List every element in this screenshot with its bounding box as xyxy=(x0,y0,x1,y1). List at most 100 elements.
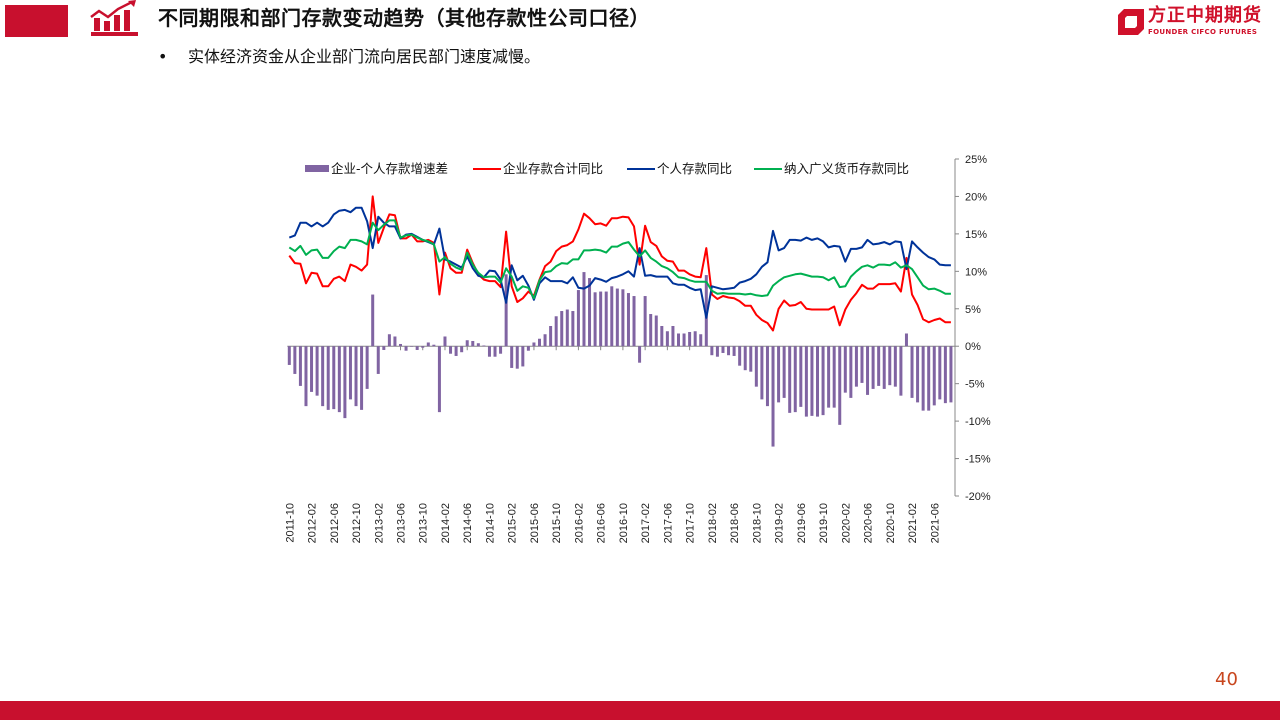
x-tick-label: 2013-06 xyxy=(396,503,408,543)
bar xyxy=(315,346,319,396)
bar xyxy=(576,290,580,347)
bar xyxy=(793,346,797,413)
bar xyxy=(832,346,836,408)
bar xyxy=(404,346,408,351)
bar xyxy=(632,296,636,347)
bar xyxy=(871,346,875,389)
bar xyxy=(482,345,486,347)
x-tick-label: 2014-06 xyxy=(462,503,474,543)
x-tick-label: 2012-06 xyxy=(329,503,341,543)
bar xyxy=(465,340,469,347)
x-tick-label: 2021-02 xyxy=(907,503,919,543)
bar xyxy=(932,346,936,406)
x-tick-label: 2020-10 xyxy=(885,503,897,543)
bar xyxy=(565,309,569,347)
bar xyxy=(827,346,831,408)
bar xyxy=(649,314,653,347)
bar xyxy=(715,346,719,357)
bar xyxy=(443,336,447,347)
bar xyxy=(921,346,925,411)
header-red-block xyxy=(5,5,68,37)
bar xyxy=(393,336,397,347)
bar xyxy=(727,346,731,356)
bar xyxy=(910,346,914,398)
bar xyxy=(348,346,352,400)
x-tick-label: 2019-10 xyxy=(818,503,830,543)
bullet-point: • 实体经济资金从企业部门流向居民部门速度减慢。 xyxy=(158,47,540,67)
bar xyxy=(326,346,330,410)
bar xyxy=(843,346,847,393)
bar xyxy=(287,346,291,365)
bar xyxy=(671,326,675,347)
bar xyxy=(310,346,314,392)
bar xyxy=(943,346,947,404)
bar xyxy=(821,346,825,416)
bar xyxy=(432,344,436,347)
bar xyxy=(454,346,458,356)
x-tick-label: 2016-10 xyxy=(618,503,630,543)
bar xyxy=(699,334,703,347)
bar xyxy=(493,346,497,357)
bar xyxy=(515,346,519,369)
bar xyxy=(426,342,430,347)
y-tick-label: 25% xyxy=(965,154,987,166)
bar xyxy=(893,346,897,387)
bar xyxy=(849,346,853,398)
bar xyxy=(810,346,814,416)
bar xyxy=(476,343,480,347)
footer-bar xyxy=(0,701,1280,720)
page-number: 40 xyxy=(1215,669,1238,690)
x-tick-label: 2015-06 xyxy=(529,503,541,543)
bar xyxy=(471,340,475,347)
bar xyxy=(543,334,547,347)
bar xyxy=(682,333,686,347)
bar xyxy=(643,296,647,347)
bar xyxy=(499,346,503,354)
bar xyxy=(610,286,614,347)
bar xyxy=(532,342,536,347)
bar xyxy=(938,346,942,400)
bar xyxy=(571,311,575,347)
bar xyxy=(677,333,680,347)
y-tick-label: -5% xyxy=(965,379,985,391)
bar xyxy=(877,346,881,386)
bar xyxy=(415,346,419,350)
bar xyxy=(298,346,302,386)
bar xyxy=(688,331,692,347)
bar xyxy=(854,346,858,387)
bar xyxy=(293,346,297,374)
bar xyxy=(704,275,708,347)
logo-en-text: FOUNDER CIFCO FUTURES xyxy=(1148,28,1258,36)
line-enterprise-deposit xyxy=(288,195,951,332)
x-tick-label: 2018-06 xyxy=(729,503,741,543)
bar xyxy=(582,272,586,347)
bar xyxy=(510,346,514,368)
x-tick-label: 2013-02 xyxy=(373,503,385,543)
bar xyxy=(927,346,931,411)
bar xyxy=(816,346,819,417)
bar xyxy=(365,346,369,389)
bar xyxy=(449,346,453,354)
x-tick-label: 2012-10 xyxy=(351,503,363,543)
legend-swatch-red xyxy=(473,167,501,170)
bar xyxy=(882,346,886,389)
bar xyxy=(949,346,953,403)
bar xyxy=(588,278,592,347)
x-tick-label: 2011-10 xyxy=(284,503,296,543)
bar xyxy=(749,346,753,372)
x-tick-label: 2015-02 xyxy=(507,503,519,543)
bar xyxy=(504,274,508,347)
bar xyxy=(460,346,464,353)
bar xyxy=(771,346,775,447)
x-tick-label: 2019-06 xyxy=(796,503,808,543)
bar xyxy=(487,346,491,357)
bar xyxy=(904,333,908,347)
bar xyxy=(554,316,558,347)
bar xyxy=(382,346,386,350)
bar xyxy=(304,346,308,407)
bar xyxy=(743,346,747,371)
y-tick-label: -15% xyxy=(965,454,991,466)
bar xyxy=(604,291,608,347)
y-tick-label: 20% xyxy=(965,191,987,203)
